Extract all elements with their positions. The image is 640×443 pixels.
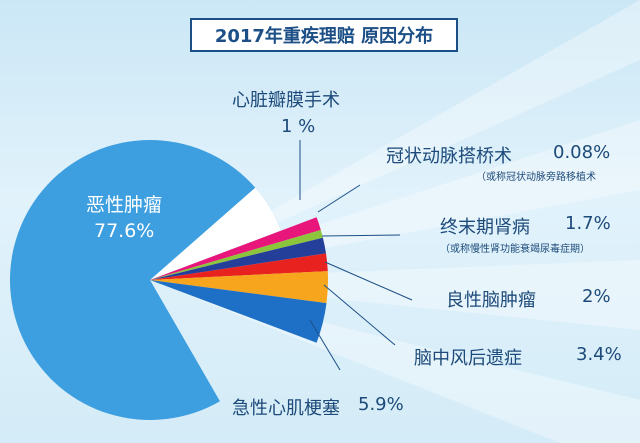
label-malignant-tumor: 恶性肿瘤 [86, 194, 163, 216]
label-myocardial-infarction: 急性心肌梗塞 [232, 398, 340, 419]
value-cabg: 0.08% [553, 142, 611, 163]
leader-line-stroke [323, 284, 396, 346]
label-brain-tumor: 良性脑肿瘤 [446, 290, 536, 311]
label-stroke: 脑中风后遗症 [414, 348, 522, 369]
value-myocardial-infarction: 5.9% [358, 394, 404, 415]
value-heart-valve: 1 % [281, 116, 316, 137]
slice-malignant-tumor [10, 140, 282, 420]
leader-line-mi [309, 319, 341, 371]
value-brain-tumor: 2% [582, 286, 611, 307]
label-renal: 终末期肾病 [440, 217, 530, 238]
slice-renal [150, 237, 327, 280]
value-stroke: 3.4% [576, 344, 622, 365]
leader-line-brain-tumor [324, 261, 413, 301]
value-malignant-tumor: 77.6% [94, 220, 155, 242]
note-renal: （或称慢性肾功能衰竭尿毒症期） [440, 244, 590, 255]
slice-brain-tumor [150, 253, 328, 280]
label-heart-valve: 心脏瓣膜手术 [232, 90, 340, 111]
chart-title: 2017年重疾理赔 原因分布 [190, 18, 458, 52]
slice-myocardial-infarction [150, 280, 327, 343]
value-renal: 1.7% [565, 213, 611, 234]
slice-cabg [150, 229, 323, 280]
slice-other [150, 187, 282, 280]
leader-line-renal [321, 234, 401, 237]
leader-line-cabg [317, 184, 361, 213]
label-cabg: 冠状动脉搭桥术 [386, 146, 512, 167]
slice-stroke [150, 271, 328, 304]
note-cabg: （或称冠状动脉旁路移植术 [476, 172, 596, 183]
slice-heart-valve [150, 217, 321, 280]
